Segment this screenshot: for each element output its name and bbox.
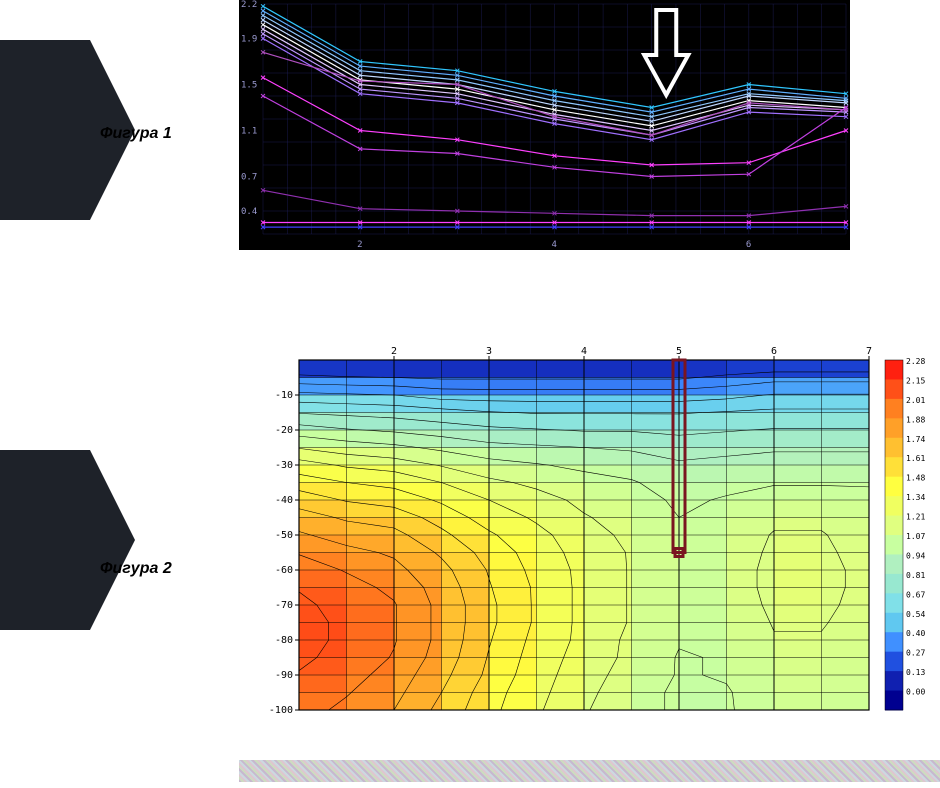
svg-text:0.13: 0.13	[906, 668, 925, 677]
svg-text:0.67: 0.67	[906, 590, 925, 599]
svg-text:-90: -90	[275, 670, 293, 681]
pentagon-shape-1	[0, 40, 90, 220]
svg-text:0.40: 0.40	[906, 629, 925, 638]
svg-text:1.9: 1.9	[241, 35, 257, 45]
svg-text:-20: -20	[275, 425, 293, 436]
svg-text:2.01: 2.01	[906, 396, 925, 405]
svg-text:1.1: 1.1	[241, 127, 257, 137]
svg-text:4: 4	[552, 240, 557, 250]
pentagon-shape-2	[0, 450, 90, 630]
figure-2-heatmap: 2 3 4 5 6 7 -10 -20 -30 -40 -50 -60 -70 -80 -90 -100 2.2…	[239, 340, 940, 740]
svg-text:0.94: 0.94	[906, 551, 925, 560]
figure-1-label: Фигура 1	[100, 125, 172, 143]
svg-text:2.15: 2.15	[906, 376, 925, 385]
svg-text:0.4: 0.4	[241, 207, 257, 217]
svg-text:-10: -10	[275, 390, 293, 401]
svg-text:3: 3	[486, 346, 492, 357]
svg-text:5: 5	[676, 346, 682, 357]
noise-strip	[239, 760, 940, 782]
svg-text:4: 4	[581, 346, 587, 357]
figure-2-label: Фигура 2	[100, 560, 172, 578]
svg-text:2.28: 2.28	[906, 357, 925, 366]
svg-text:-40: -40	[275, 495, 293, 506]
svg-text:0.7: 0.7	[241, 173, 257, 183]
svg-text:-60: -60	[275, 565, 293, 576]
svg-text:2: 2	[391, 346, 397, 357]
svg-text:1.5: 1.5	[241, 81, 257, 91]
svg-text:1.07: 1.07	[906, 532, 925, 541]
svg-text:0.27: 0.27	[906, 649, 925, 658]
svg-text:0.00: 0.00	[906, 688, 925, 697]
svg-text:1.74: 1.74	[906, 435, 925, 444]
figure-1-line-chart: 2.2 1.9 1.5 1.1 0.7 0.4 2 4 6	[239, 0, 850, 250]
svg-text:6: 6	[746, 240, 751, 250]
svg-text:1.88: 1.88	[906, 415, 925, 424]
svg-text:1.21: 1.21	[906, 513, 925, 522]
svg-text:2: 2	[357, 240, 362, 250]
svg-text:1.61: 1.61	[906, 454, 925, 463]
svg-text:-30: -30	[275, 460, 293, 471]
svg-text:-100: -100	[269, 705, 293, 716]
svg-text:-70: -70	[275, 600, 293, 611]
svg-text:2.2: 2.2	[241, 0, 257, 10]
svg-text:6: 6	[771, 346, 777, 357]
svg-text:1.34: 1.34	[906, 493, 925, 502]
svg-text:1.48: 1.48	[906, 474, 925, 483]
svg-text:-80: -80	[275, 635, 293, 646]
svg-text:7: 7	[866, 346, 872, 357]
svg-text:0.81: 0.81	[906, 571, 925, 580]
svg-text:0.54: 0.54	[906, 610, 925, 619]
svg-text:-50: -50	[275, 530, 293, 541]
